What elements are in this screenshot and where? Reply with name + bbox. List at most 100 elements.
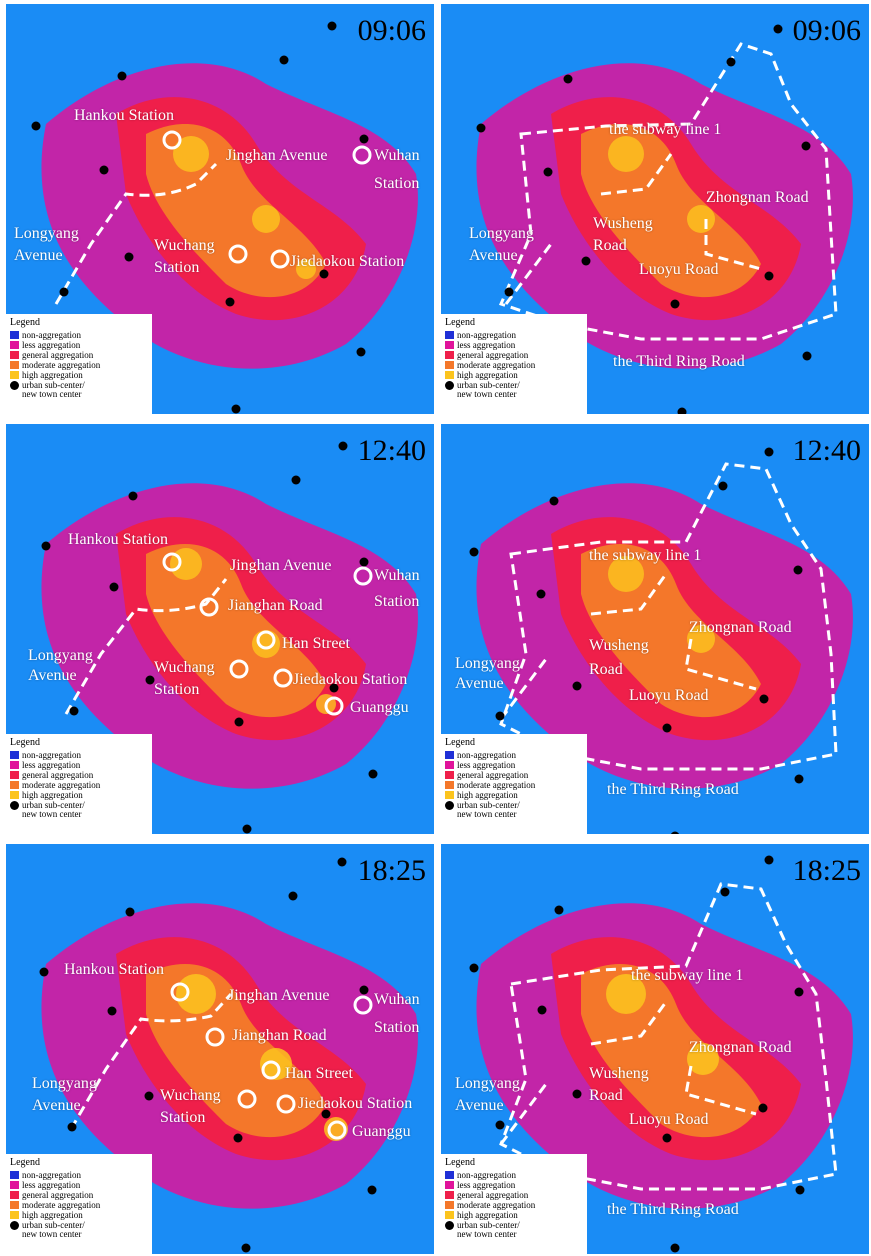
guanggu-marker [327,1120,347,1140]
map-panel-1825-roads: 18:25 the subway line 1 Zhongnan Road Lo… [441,844,869,1254]
marker-dot-icon [10,800,19,810]
label-wuchang-station: Station [154,681,200,698]
han-street-marker [261,1060,281,1080]
jiedaokou-station-marker [273,668,293,688]
label-avenue: Avenue [14,247,63,264]
legend-title: Legend [10,1157,40,1168]
longyang-avenue-line [54,162,218,305]
wuchang-station-marker [237,1089,257,1109]
jiedaokou-station-marker [276,1094,296,1114]
label-jinghan-avenue: Jinghan Avenue [230,557,332,574]
label-wusheng: Wusheng [589,1065,649,1082]
label-luoyu-road: Luoyu Road [639,261,719,278]
label-wuchang: Wuchang [154,237,215,254]
sub-center-dots [39,857,377,1253]
sub-center-dots [31,21,369,414]
longyang-avenue-line [504,243,553,305]
label-han-street: Han Street [285,1065,353,1082]
timestamp: 09:06 [792,14,861,47]
label-longyang: Longyang [455,1075,520,1092]
label-wusheng: Wusheng [593,215,653,232]
sub-center-dots [476,24,812,414]
station-markers [162,552,373,716]
subway-line-1 [590,573,668,616]
wuhan-station-marker [353,566,373,586]
subway-line-1 [590,1001,668,1046]
sub-center-dots [41,441,378,834]
timestamp: 18:25 [357,854,426,887]
label-road: Road [589,661,623,678]
timestamp: 12:40 [357,434,426,467]
label-station: Station [374,175,420,192]
label-avenue: Avenue [455,675,504,692]
label-subway-line-1: the subway line 1 [589,547,702,564]
heatmap-base [469,855,853,1253]
label-avenue: Avenue [28,667,77,684]
han-street-marker [256,630,276,650]
hankou-station-marker [162,552,182,572]
heatmap-base [476,24,853,414]
legend-title: Legend [445,737,475,748]
label-wuhan: Wuhan [374,991,420,1008]
label-station: Station [374,1019,420,1036]
label-zhongnan-road: Zhongnan Road [689,1039,792,1056]
map-panel-1825-stations: 18:25 Hankou Station Jinghan Avenue Wuha… [6,844,434,1254]
label-han-street: Han Street [282,635,350,652]
legend: Legend non-aggregation less aggregation … [6,314,152,414]
hankou-station-marker [162,130,182,150]
longyang-avenue-line [64,578,228,715]
aggregation-heat-layer [41,63,418,369]
subway-line-1 [600,153,673,196]
label-road: Road [593,237,627,254]
legend: Legend non-aggregation less aggregation … [441,1154,587,1254]
label-luoyu-road: Luoyu Road [629,687,709,704]
label-longyang: Longyang [455,655,520,672]
legend: Legend non-aggregation less aggregation … [441,734,587,834]
label-zhongnan-road: Zhongnan Road [689,619,792,636]
legend: Legend non-aggregation less aggregation … [6,734,152,834]
marker-dot-icon [10,1220,19,1230]
marker-dot-icon [445,800,454,810]
label-wuhan: Wuhan [374,147,420,164]
label-longyang: Longyang [469,225,534,242]
legend-title: Legend [10,317,40,328]
label-guanggu: Guanggu [350,699,409,716]
hankou-station-marker [170,982,190,1002]
heatmap-base [469,447,853,834]
aggregation-heat-layer [41,483,418,789]
label-jinghan-avenue: Jinghan Avenue [228,987,330,1004]
label-avenue: Avenue [32,1097,81,1114]
station-markers [162,130,372,269]
label-wusheng: Wusheng [589,637,649,654]
longyang-avenue-line [499,658,548,720]
map-panel-1240-roads: 12:40 the subway line 1 Zhongnan Road Lo… [441,424,869,834]
map-panel-1240-stations: 12:40 Hankou Station Jinghan Avenue Wuha… [6,424,434,834]
label-subway-line-1: the subway line 1 [609,121,722,138]
legend-title: Legend [10,737,40,748]
wuhan-station-marker [352,145,372,165]
label-avenue: Avenue [455,1097,504,1114]
jianghan-road-marker [199,597,219,617]
label-longyang: Longyang [32,1075,97,1092]
label-wuchang-station: Station [154,259,200,276]
label-jiedaokou-station: Jiedaokou Station [298,1095,413,1112]
label-third-ring-road: the Third Ring Road [607,781,739,798]
wuchang-station-marker [229,659,249,679]
label-wuchang: Wuchang [160,1087,221,1104]
label-road: Road [589,1087,623,1104]
legend-title: Legend [445,1157,475,1168]
label-zhongnan-road: Zhongnan Road [706,189,809,206]
timestamp: 12:40 [792,434,861,467]
label-jiedaokou-station: Jiedaokou Station [293,671,408,688]
sub-center-dots [469,447,804,834]
label-station: Station [374,593,420,610]
longyang-avenue-line [69,992,233,1130]
label-third-ring-road: the Third Ring Road [607,1201,739,1218]
label-jianghan-road: Jianghan Road [232,1027,327,1044]
label-hankou-station: Hankou Station [64,961,164,978]
label-longyang: Longyang [14,225,79,242]
wuhan-station-marker [353,995,373,1015]
legend-title: Legend [445,317,475,328]
heatmap-base [31,21,418,414]
label-luoyu-road: Luoyu Road [629,1111,709,1128]
